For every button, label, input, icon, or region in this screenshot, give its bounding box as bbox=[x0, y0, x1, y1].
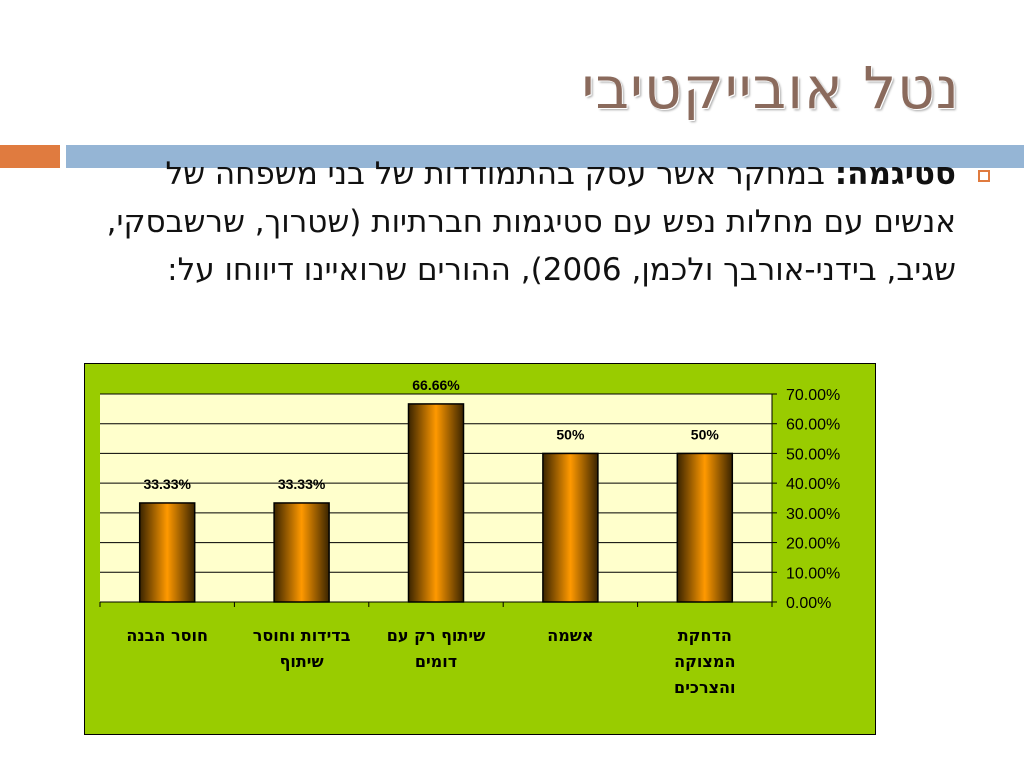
bullet-text: במחקר אשר עסק בהתמודדות של בני משפחה של … bbox=[106, 156, 956, 288]
bar bbox=[273, 502, 330, 603]
bullet-label: סטיגמה: bbox=[834, 156, 956, 192]
bullet-paragraph: סטיגמה: במחקר אשר עסק בהתמודדות של בני מ… bbox=[76, 150, 990, 294]
data-label: 50% bbox=[691, 426, 720, 442]
bar bbox=[542, 452, 599, 603]
bar bbox=[676, 452, 734, 603]
accent-bar-orange bbox=[0, 145, 60, 168]
y-tick-label: 60.00% bbox=[786, 417, 840, 434]
bar bbox=[138, 502, 196, 603]
y-tick-label: 70.00% bbox=[786, 387, 840, 404]
x-category-label: אשמה bbox=[547, 626, 593, 645]
x-category-label: הדחקת bbox=[678, 626, 732, 645]
accent-bar-blue bbox=[66, 145, 1024, 168]
x-category-label: דומים bbox=[415, 652, 457, 671]
bar-chart: 0.00% 10.00% 20.00% 30.00% 40.00% 50.00% 60.00… bbox=[84, 363, 876, 735]
data-label: 66.66% bbox=[412, 377, 460, 393]
x-category-label: בדידות וחוסר bbox=[253, 626, 351, 645]
x-category-label: המצוקה bbox=[674, 652, 735, 671]
bar bbox=[407, 403, 465, 603]
y-tick-label: 40.00% bbox=[786, 476, 840, 493]
x-category-label: והצרכים bbox=[674, 678, 735, 697]
y-tick-label: 0.00% bbox=[786, 595, 831, 612]
data-label: 33.33% bbox=[278, 476, 326, 492]
y-tick-label: 30.00% bbox=[786, 506, 840, 523]
y-tick-label: 50.00% bbox=[786, 446, 840, 463]
data-label: 50% bbox=[556, 426, 585, 442]
slide-title: נטל אובייקטיבי bbox=[581, 54, 960, 122]
y-tick-label: 10.00% bbox=[786, 565, 840, 582]
x-category-label: שיתוף bbox=[280, 652, 324, 671]
x-category-label: חוסר הבנה bbox=[126, 626, 208, 645]
data-label: 33.33% bbox=[143, 476, 191, 492]
chart-svg: 0.00% 10.00% 20.00% 30.00% 40.00% 50.00% 60.00… bbox=[84, 363, 876, 735]
square-bullet-icon bbox=[978, 170, 990, 182]
x-category-label: שיתוף רק עם bbox=[387, 626, 485, 645]
y-tick-label: 20.00% bbox=[786, 536, 840, 553]
